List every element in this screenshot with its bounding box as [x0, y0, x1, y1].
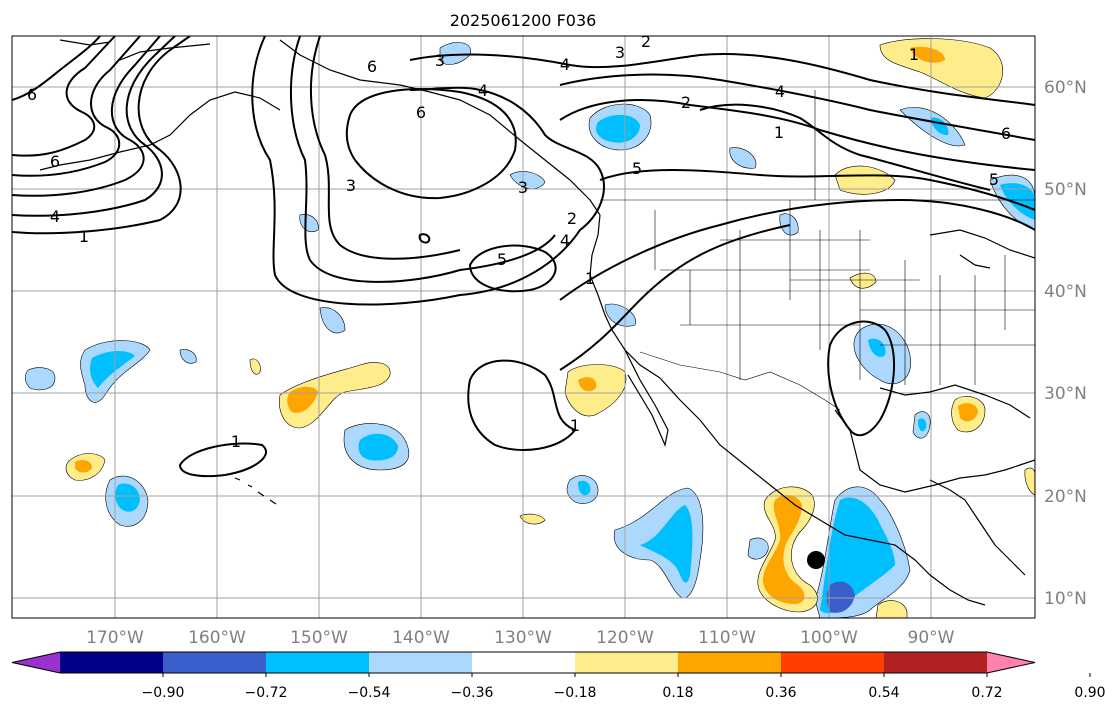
contour-label: 1	[570, 416, 580, 435]
map-frame	[11, 35, 1036, 619]
contour-label: 2	[567, 209, 577, 228]
longitude-label: 130°W	[494, 628, 552, 648]
colorbar	[11, 651, 1091, 677]
contour-label: 4	[775, 82, 785, 101]
colorbar-segment	[369, 652, 473, 673]
contour-label: 1	[585, 269, 595, 288]
longitude-label: 160°W	[188, 628, 246, 648]
storm-center-marker	[807, 551, 825, 569]
latitude-label: 40°N	[1044, 282, 1087, 302]
longitude-label: 120°W	[596, 628, 654, 648]
colorbar-tick-label: −0.90	[142, 685, 185, 701]
longitude-label: 170°W	[86, 628, 144, 648]
colorbar-tick-label: 0.36	[765, 685, 796, 701]
contour-label: 5	[497, 250, 507, 269]
contour-label: 1	[79, 227, 89, 246]
colorbar-segment	[266, 652, 370, 673]
contour-label: 3	[615, 43, 625, 62]
colorbar-tick-label: 0.18	[662, 685, 693, 701]
colorbar-tick-labels: −0.90 −0.72 −0.54 −0.36 −0.18 0.18 0.36 0.54 0.7…	[142, 685, 1105, 701]
contour-label: 4	[478, 81, 488, 100]
longitude-label: 110°W	[698, 628, 756, 648]
contour-label: 3	[346, 176, 356, 195]
latitude-labels: 60°N 50°N 40°N 30°N 20°N 10°N	[1044, 78, 1087, 609]
colorbar-segment	[575, 652, 679, 673]
colorbar-tick-label: −0.54	[348, 685, 391, 701]
colorbar-segment	[781, 652, 885, 673]
latitude-label: 60°N	[1044, 78, 1087, 98]
contour-label: 1	[774, 123, 784, 142]
map-title: 2025061200 F036	[450, 11, 597, 30]
latitude-label: 10°N	[1044, 589, 1087, 609]
contour-label: 4	[50, 207, 60, 226]
contour-lines	[12, 36, 1035, 478]
colorbar-segment	[60, 652, 164, 673]
contour-label: 3	[435, 51, 445, 70]
colorbar-segment	[163, 652, 267, 673]
contour-label: 2	[681, 93, 691, 112]
contour-label: 6	[367, 57, 377, 76]
colorbar-segment	[472, 652, 576, 673]
colorbar-extend-high	[987, 652, 1035, 673]
contour-label: 5	[989, 170, 999, 189]
longitude-label: 150°W	[290, 628, 348, 648]
colorbar-extend-low	[12, 652, 60, 673]
colorbar-tick-label: −0.36	[451, 685, 494, 701]
colorbar-outline	[11, 651, 1036, 674]
graticule	[12, 36, 1035, 618]
coastlines	[39, 39, 1035, 606]
contour-label: 3	[518, 178, 528, 197]
longitude-label: 140°W	[392, 628, 450, 648]
contour-label: 4	[560, 231, 570, 250]
colorbar-segment	[678, 652, 782, 673]
contour-label: 6	[416, 103, 426, 122]
shading-strong-negative	[90, 114, 1035, 614]
colorbar-tick-label: 0.72	[971, 685, 1002, 701]
political-borders	[600, 90, 1035, 411]
latitude-label: 30°N	[1044, 384, 1087, 404]
latitude-label: 20°N	[1044, 487, 1087, 507]
longitude-label: 90°W	[908, 628, 955, 648]
contour-label: 6	[1001, 124, 1011, 143]
contour-label: 1	[909, 45, 919, 64]
contour-label: 6	[27, 85, 37, 104]
colorbar-tick-label: 0.90	[1074, 685, 1105, 701]
contour-label: 5	[632, 159, 642, 178]
shading-deep-negative	[826, 581, 855, 613]
colorbar-tick-label: 0.54	[868, 685, 899, 701]
longitude-labels: 170°W 160°W 150°W 140°W 130°W 120°W 110°W 100°W…	[86, 628, 955, 648]
colorbar-tick-label: −0.72	[245, 685, 288, 701]
longitude-label: 100°W	[800, 628, 858, 648]
contour-label: 4	[560, 55, 570, 74]
contour-label: 2	[641, 32, 651, 51]
colorbar-segment	[884, 652, 988, 673]
colorbar-tick-label: −0.18	[554, 685, 597, 701]
contour-label: 6	[50, 152, 60, 171]
latitude-label: 50°N	[1044, 180, 1087, 200]
contour-label: 1	[231, 432, 241, 451]
